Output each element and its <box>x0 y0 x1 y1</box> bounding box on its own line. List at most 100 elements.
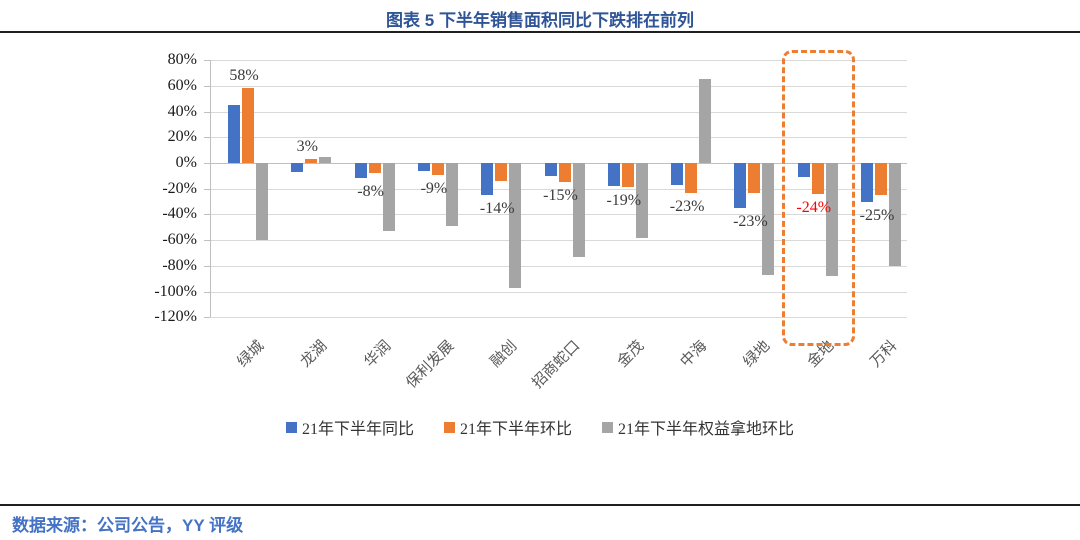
y-axis-label: -20% <box>162 179 197 197</box>
bar-21年下半年权益拿地环比-融创 <box>509 163 522 288</box>
bar-21年下半年同比-融创 <box>481 163 494 196</box>
bar-21年下半年权益拿地环比-华润 <box>382 163 395 232</box>
legend-label: 21年下半年同比 <box>301 421 414 438</box>
y-axis-label: 60% <box>167 76 197 94</box>
highlight-box <box>781 50 855 346</box>
legend-swatch-icon <box>602 421 613 433</box>
bar-21年下半年环比-保利发展 <box>431 163 444 175</box>
bar-21年下半年权益拿地环比-金茂 <box>635 163 648 238</box>
bar-21年下半年同比-金地 <box>797 163 810 178</box>
gridline <box>210 85 907 87</box>
bar-21年下半年同比-招商蛇口 <box>544 163 557 176</box>
bar-21年下半年环比-金地 <box>811 163 824 194</box>
bar-21年下半年权益拿地环比-招商蛇口 <box>572 163 585 257</box>
bar-21年下半年权益拿地环比-万科 <box>889 163 901 266</box>
value-label: -24% <box>796 198 832 216</box>
gridline <box>210 188 907 190</box>
value-label: -23% <box>669 197 705 215</box>
gridline <box>210 111 907 113</box>
y-axis-tick <box>204 111 210 113</box>
bar-21年下半年环比-华润 <box>368 163 381 174</box>
bar-21年下半年权益拿地环比-中海 <box>699 79 712 163</box>
y-axis-tick <box>204 60 210 62</box>
bar-21年下半年同比-龙湖 <box>291 163 304 172</box>
legend-item: 21年下半年环比 <box>443 415 572 439</box>
legend-item: 21年下半年权益拿地环比 <box>602 415 794 439</box>
gridline <box>210 317 907 319</box>
x-axis-label-金茂: 金茂 <box>614 338 648 371</box>
y-axis-tick <box>204 214 210 216</box>
y-axis-tick <box>204 291 210 293</box>
bar-chart: 80% 60% 40% 20% 0% -20% -40% -60% -80% -100% -120%… <box>0 36 1080 456</box>
bar-21年下半年环比-龙湖 <box>305 159 318 163</box>
y-axis-label: -40% <box>162 205 197 223</box>
bar-21年下半年权益拿地环比-金地 <box>825 163 838 277</box>
gridline <box>210 291 907 293</box>
x-axis-label-中海: 中海 <box>677 338 711 371</box>
bar-21年下半年环比-招商蛇口 <box>558 163 571 183</box>
legend-item: 21年下半年同比 <box>285 415 414 439</box>
bar-21年下半年环比-中海 <box>685 163 698 193</box>
bottom-divider <box>0 504 1080 506</box>
bar-21年下半年同比-绿城 <box>228 105 240 163</box>
bar-21年下半年权益拿地环比-绿地 <box>762 163 775 275</box>
value-label: -9% <box>420 179 448 197</box>
legend-label: 21年下半年权益拿地环比 <box>618 421 795 438</box>
bar-21年下半年权益拿地环比-绿城 <box>256 163 268 241</box>
bar-21年下半年环比-绿地 <box>748 163 761 193</box>
y-axis-tick <box>204 85 210 87</box>
bar-21年下半年同比-华润 <box>354 163 367 179</box>
x-axis-label-绿城: 绿城 <box>234 338 268 371</box>
bar-21年下半年同比-保利发展 <box>417 163 430 171</box>
x-axis-label-融创: 融创 <box>487 338 521 371</box>
x-axis-label-华润: 华润 <box>361 338 394 371</box>
gridline <box>210 240 907 242</box>
gridline <box>210 265 907 267</box>
bar-21年下半年同比-金茂 <box>607 163 620 187</box>
bar-21年下半年环比-融创 <box>495 163 508 181</box>
y-axis-tick <box>204 265 210 267</box>
value-label: -19% <box>606 192 642 210</box>
gridline <box>210 214 907 216</box>
bar-21年下半年权益拿地环比-龙湖 <box>319 156 332 163</box>
y-axis-tick <box>204 240 210 242</box>
bar-21年下半年环比-万科 <box>875 163 887 196</box>
value-label: -25% <box>859 206 895 224</box>
x-axis-label-绿地: 绿地 <box>741 338 774 371</box>
value-label: -15% <box>543 187 578 205</box>
value-label: -23% <box>733 212 768 230</box>
y-axis-label: -120% <box>154 308 197 326</box>
x-axis-label-龙湖: 龙湖 <box>298 338 331 371</box>
x-axis-label-保利发展: 保利发展 <box>403 338 458 392</box>
y-axis-label: 0% <box>175 154 197 171</box>
value-label: 3% <box>296 138 318 156</box>
y-axis-label: 20% <box>167 128 197 146</box>
chart-legend: 21年下半年同比 21年下半年环比 21年下半年权益拿地环比 <box>140 415 940 439</box>
y-axis-line <box>210 60 211 318</box>
value-label: -14% <box>479 200 515 218</box>
x-axis-label-招商蛇口: 招商蛇口 <box>530 338 584 392</box>
top-divider <box>0 31 1080 33</box>
legend-label: 21年下半年环比 <box>459 421 572 438</box>
bar-21年下半年权益拿地环比-保利发展 <box>445 163 458 226</box>
bar-21年下半年同比-万科 <box>861 163 873 202</box>
chart-title: 图表 5 下半年销售面积同比下跌排在前列 <box>386 11 694 30</box>
y-axis-label: 80% <box>167 51 197 69</box>
y-axis-tick <box>204 188 210 190</box>
data-source-note: 数据来源：公司公告，YY 评级 <box>12 516 244 535</box>
y-axis-label: -80% <box>162 256 197 274</box>
legend-swatch-icon <box>285 421 297 433</box>
bar-21年下半年同比-绿地 <box>734 163 747 208</box>
bar-21年下半年环比-金茂 <box>621 163 634 188</box>
y-axis-tick <box>204 163 210 164</box>
gridline <box>210 60 907 62</box>
bar-21年下半年环比-绿城 <box>242 88 254 163</box>
y-axis-label: 40% <box>167 102 197 120</box>
gridline <box>210 137 907 139</box>
legend-swatch-icon <box>443 421 455 433</box>
y-axis-label: -60% <box>162 231 197 249</box>
y-axis-label: -100% <box>154 282 197 300</box>
bar-21年下半年同比-中海 <box>671 163 684 185</box>
y-axis-tick <box>204 317 210 319</box>
